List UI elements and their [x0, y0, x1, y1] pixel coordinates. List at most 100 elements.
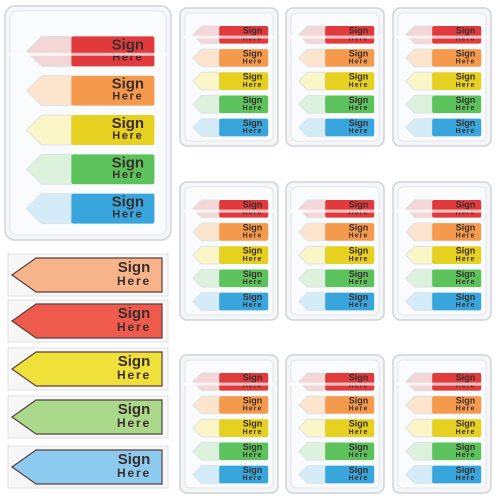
- flag-text-here: Here: [117, 274, 151, 288]
- loose-flag: [10, 257, 163, 293]
- flag-text-here: Here: [349, 382, 369, 389]
- flag-color: [432, 95, 482, 114]
- dispenser-band: [183, 209, 275, 213]
- flag-text-here: Here: [243, 382, 263, 389]
- flag-text-here: Here: [117, 320, 151, 334]
- flag-text-here: Here: [243, 475, 263, 482]
- flag-text-sign: Sign: [349, 465, 369, 475]
- flag-color: [219, 269, 269, 288]
- flag-text-here: Here: [456, 302, 476, 309]
- loose-flag: [10, 351, 163, 387]
- flag-text-sign: Sign: [349, 246, 369, 256]
- flag-color: [219, 442, 269, 461]
- flag-color: [219, 49, 269, 67]
- flag-text-here: Here: [243, 256, 263, 263]
- flag-text-sign: Sign: [243, 72, 263, 82]
- flag-text-sign: Sign: [456, 49, 476, 59]
- flag-color: [432, 419, 482, 437]
- flag-text-here: Here: [243, 209, 263, 216]
- flag-color: [325, 95, 375, 114]
- flag-text-sign: Sign: [456, 25, 476, 35]
- flag-text-here: Here: [456, 128, 476, 135]
- dispenser-band: [289, 209, 381, 213]
- flag-text-sign: Sign: [349, 419, 369, 429]
- dispenser-band: [289, 382, 381, 386]
- flag-text-here: Here: [456, 82, 476, 89]
- flag-color: [432, 372, 482, 391]
- flag-color: [325, 118, 375, 137]
- flag-text-sign: Sign: [112, 76, 145, 93]
- loose-flag: [10, 449, 163, 485]
- flag-color: [325, 246, 375, 264]
- flag-text-sign: Sign: [349, 25, 369, 35]
- flag-text-sign: Sign: [118, 353, 151, 370]
- flag-text-here: Here: [456, 429, 476, 436]
- flag-color: [219, 292, 269, 311]
- flag-text-sign: Sign: [456, 199, 476, 209]
- flag-text-here: Here: [349, 233, 369, 240]
- flag-text-sign: Sign: [456, 396, 476, 406]
- flag-text-here: Here: [349, 406, 369, 413]
- flag-text-here: Here: [243, 452, 263, 459]
- flag-text-here: Here: [349, 302, 369, 309]
- flag-text-sign: Sign: [112, 115, 145, 132]
- flag-text-sign: Sign: [349, 72, 369, 82]
- flag-text-here: Here: [456, 279, 476, 286]
- flag-text-here: Here: [349, 279, 369, 286]
- flag-text-here: Here: [243, 406, 263, 413]
- flag-text-sign: Sign: [243, 25, 263, 35]
- flag-text-sign: Sign: [112, 194, 145, 211]
- flag-text-sign: Sign: [349, 49, 369, 59]
- flag-color: [325, 442, 375, 461]
- flag-text-sign: Sign: [456, 419, 476, 429]
- flag-text-sign: Sign: [243, 465, 263, 475]
- dispenser-band: [183, 35, 275, 39]
- flag-text-sign: Sign: [456, 223, 476, 233]
- flag-text-sign: Sign: [243, 442, 263, 452]
- flag-color: [219, 223, 269, 241]
- flag-color: [219, 419, 269, 437]
- flag-text-sign: Sign: [112, 154, 145, 171]
- flag-text-sign: Sign: [349, 396, 369, 406]
- flag-text-here: Here: [349, 82, 369, 89]
- flag-text-here: Here: [243, 35, 263, 42]
- flag-text-sign: Sign: [349, 269, 369, 279]
- dispenser-band: [8, 52, 168, 56]
- flag-text-here: Here: [456, 209, 476, 216]
- flag-text-sign: Sign: [456, 372, 476, 382]
- flag-text-here: Here: [243, 128, 263, 135]
- flag-text-here: Here: [456, 475, 476, 482]
- flag-text-here: Here: [112, 91, 143, 103]
- flag-color: [432, 465, 482, 484]
- flag-color: [325, 223, 375, 241]
- flag-text-here: Here: [349, 452, 369, 459]
- flag-text-here: Here: [349, 105, 369, 112]
- flag-text-here: Here: [456, 382, 476, 389]
- flag-color: [71, 75, 155, 106]
- flag-color: [71, 36, 155, 67]
- flag-color: [325, 269, 375, 288]
- flag-color: [432, 118, 482, 137]
- flag-color: [325, 465, 375, 484]
- flag-text-sign: Sign: [118, 401, 151, 418]
- flag-color: [219, 396, 269, 414]
- flag-text-sign: Sign: [456, 269, 476, 279]
- flag-color: [432, 396, 482, 414]
- flag-text-here: Here: [243, 233, 263, 240]
- flag-color: [325, 49, 375, 67]
- flag-text-here: Here: [349, 429, 369, 436]
- flag-text-here: Here: [456, 105, 476, 112]
- flag-text-sign: Sign: [456, 95, 476, 105]
- flag-color: [432, 269, 482, 288]
- flag-text-here: Here: [349, 35, 369, 42]
- flag-text-sign: Sign: [349, 199, 369, 209]
- flag-color: [219, 118, 269, 137]
- flag-text-sign: Sign: [349, 292, 369, 302]
- flag-color: [432, 292, 482, 311]
- flag-text-here: Here: [112, 130, 143, 142]
- flag-color: [219, 246, 269, 264]
- flag-text-sign: Sign: [118, 305, 151, 322]
- flag-text-sign: Sign: [243, 246, 263, 256]
- flag-text-here: Here: [456, 256, 476, 263]
